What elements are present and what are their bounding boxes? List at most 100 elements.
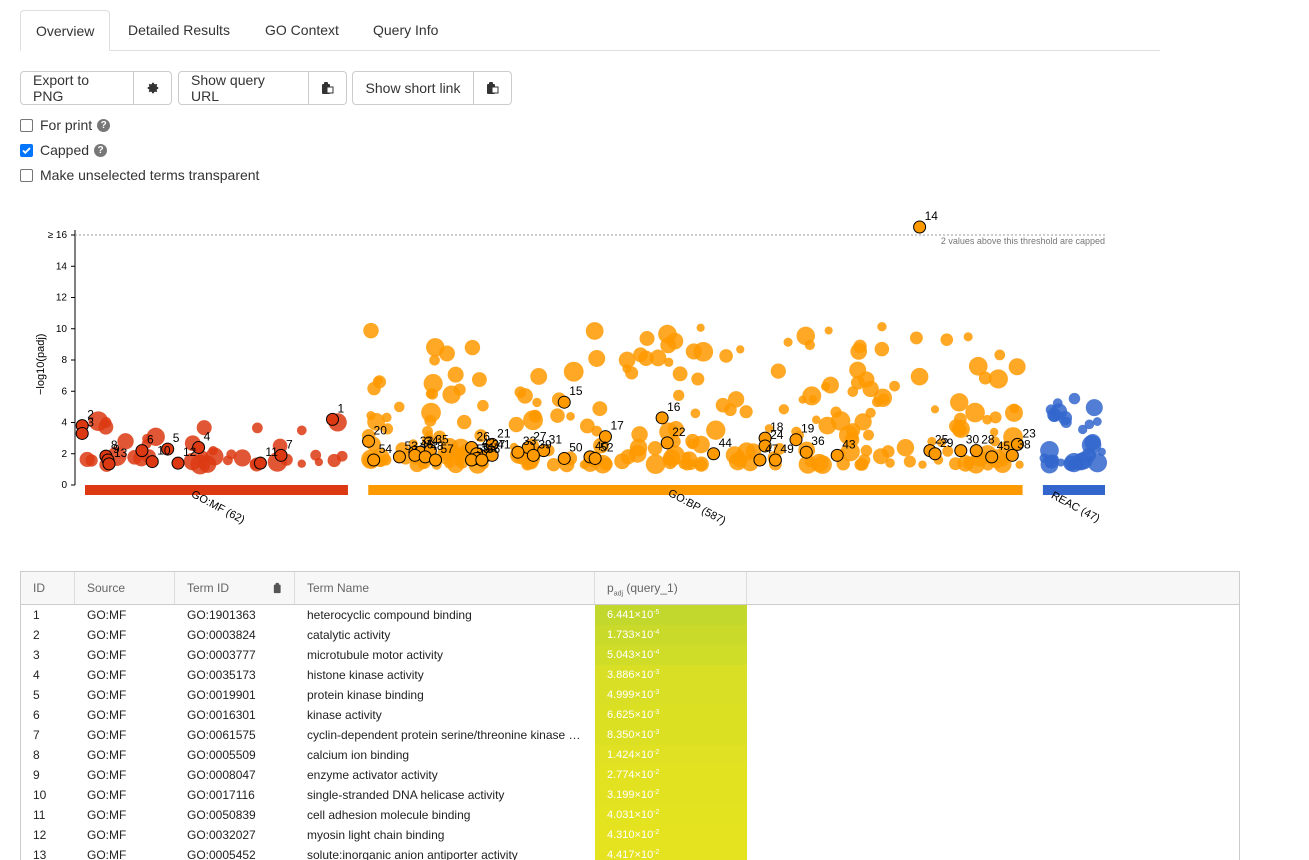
cell-term-id[interactable]: GO:0003777 xyxy=(187,648,256,662)
cell-term-id[interactable]: GO:0003824 xyxy=(187,628,256,642)
header-term-id[interactable]: Term ID xyxy=(175,572,295,604)
tab-go-context[interactable]: GO Context xyxy=(265,22,339,38)
transparent-option[interactable]: Make unselected terms transparent xyxy=(20,165,259,185)
highlighted-point[interactable] xyxy=(789,433,803,447)
data-point[interactable] xyxy=(930,405,940,414)
data-point[interactable] xyxy=(672,366,688,382)
copy-query-url-button[interactable] xyxy=(309,71,347,105)
data-point[interactable] xyxy=(896,439,915,457)
help-icon[interactable]: ? xyxy=(94,143,108,157)
transparent-checkbox[interactable] xyxy=(20,168,33,182)
data-point[interactable] xyxy=(477,399,489,412)
data-point[interactable] xyxy=(811,415,821,425)
data-point[interactable] xyxy=(691,372,705,386)
data-point[interactable] xyxy=(599,457,613,471)
data-point[interactable] xyxy=(464,339,481,356)
data-point[interactable] xyxy=(889,380,900,392)
highlighted-point[interactable] xyxy=(954,444,968,458)
data-point[interactable] xyxy=(989,427,999,437)
data-point[interactable] xyxy=(625,366,639,380)
cell-term-name[interactable]: enzyme activator activity xyxy=(307,768,438,782)
cell-term-name[interactable]: calcium ion binding xyxy=(307,748,410,762)
data-point[interactable] xyxy=(874,341,890,357)
data-point[interactable] xyxy=(620,449,636,465)
data-point[interactable] xyxy=(447,366,464,383)
cell-term-id[interactable]: GO:0019901 xyxy=(187,688,256,702)
highlighted-point[interactable] xyxy=(598,430,612,444)
cell-term-name[interactable]: kinase activity xyxy=(307,708,382,722)
data-point[interactable] xyxy=(824,326,833,335)
data-point[interactable] xyxy=(233,449,251,467)
data-point[interactable] xyxy=(440,447,454,461)
data-point[interactable] xyxy=(1050,454,1059,464)
highlighted-point[interactable] xyxy=(1005,448,1019,462)
data-point[interactable] xyxy=(592,401,608,417)
show-query-url-button[interactable]: Show query URL xyxy=(178,71,309,105)
tab-overview[interactable]: Overview xyxy=(20,10,110,51)
data-point[interactable] xyxy=(818,416,837,435)
data-point[interactable] xyxy=(660,337,677,354)
data-point[interactable] xyxy=(638,350,654,366)
cell-term-name[interactable]: protein kinase binding xyxy=(307,688,424,702)
data-point[interactable] xyxy=(453,383,466,396)
data-point[interactable] xyxy=(474,429,488,443)
data-point[interactable] xyxy=(937,438,946,448)
table-row[interactable]: 12 GO:MF GO:0032027 myosin light chain bind… xyxy=(21,825,1239,845)
data-point[interactable] xyxy=(728,452,747,471)
data-point[interactable] xyxy=(1056,458,1065,467)
highlighted-point[interactable] xyxy=(274,448,288,462)
highlighted-point[interactable] xyxy=(913,220,927,234)
data-point[interactable] xyxy=(854,413,872,431)
data-point[interactable] xyxy=(381,423,394,435)
highlighted-point[interactable] xyxy=(707,447,721,461)
data-point[interactable] xyxy=(423,373,443,394)
data-point[interactable] xyxy=(865,407,876,419)
data-point[interactable] xyxy=(994,349,1006,361)
data-point[interactable] xyxy=(532,397,542,408)
cell-term-name[interactable]: single-stranded DNA helicase activity xyxy=(307,788,505,802)
data-point[interactable] xyxy=(1064,453,1084,473)
data-point[interactable] xyxy=(1081,447,1097,463)
highlighted-point[interactable] xyxy=(161,442,175,456)
data-point[interactable] xyxy=(1009,403,1020,414)
cell-term-name[interactable]: heterocyclic compound binding xyxy=(307,608,472,622)
data-point[interactable] xyxy=(471,372,487,388)
table-row[interactable]: 5 GO:MF GO:0019901 protein kinase binding 4.… xyxy=(21,685,1239,705)
data-point[interactable] xyxy=(982,414,993,425)
header-padj[interactable]: padj (query_1) xyxy=(595,572,747,604)
data-point[interactable] xyxy=(968,356,988,376)
data-point[interactable] xyxy=(692,435,710,454)
highlighted-point[interactable] xyxy=(557,395,571,409)
data-point[interactable] xyxy=(1078,424,1088,435)
highlighted-point[interactable] xyxy=(392,450,406,464)
data-point[interactable] xyxy=(618,351,636,369)
data-point[interactable] xyxy=(433,430,447,444)
data-point[interactable] xyxy=(394,401,405,413)
highlighted-point[interactable] xyxy=(145,455,159,469)
data-point[interactable] xyxy=(424,430,434,439)
data-point[interactable] xyxy=(117,433,134,450)
highlighted-point[interactable] xyxy=(75,426,89,440)
highlighted-point[interactable] xyxy=(985,450,999,464)
data-point[interactable] xyxy=(1047,407,1062,422)
data-point[interactable] xyxy=(198,455,217,473)
data-point[interactable] xyxy=(374,376,383,385)
data-point[interactable] xyxy=(951,419,970,438)
data-point[interactable] xyxy=(639,331,655,346)
cell-term-id[interactable]: GO:0032027 xyxy=(187,828,256,842)
data-point[interactable] xyxy=(719,349,733,363)
data-point[interactable] xyxy=(863,429,874,441)
data-point[interactable] xyxy=(222,455,233,466)
clipboard-icon[interactable] xyxy=(273,582,284,594)
show-short-link-button[interactable]: Show short link xyxy=(352,71,474,105)
data-point[interactable] xyxy=(629,438,648,457)
data-point[interactable] xyxy=(965,402,985,423)
header-source[interactable]: Source xyxy=(75,572,175,604)
data-point[interactable] xyxy=(855,457,868,470)
data-point[interactable] xyxy=(778,404,790,415)
highlighted-point[interactable] xyxy=(171,456,185,470)
cell-term-id[interactable]: GO:0008047 xyxy=(187,768,256,782)
data-point[interactable] xyxy=(918,460,927,469)
data-point[interactable] xyxy=(530,368,548,385)
cell-term-id[interactable]: GO:1901363 xyxy=(187,608,256,622)
